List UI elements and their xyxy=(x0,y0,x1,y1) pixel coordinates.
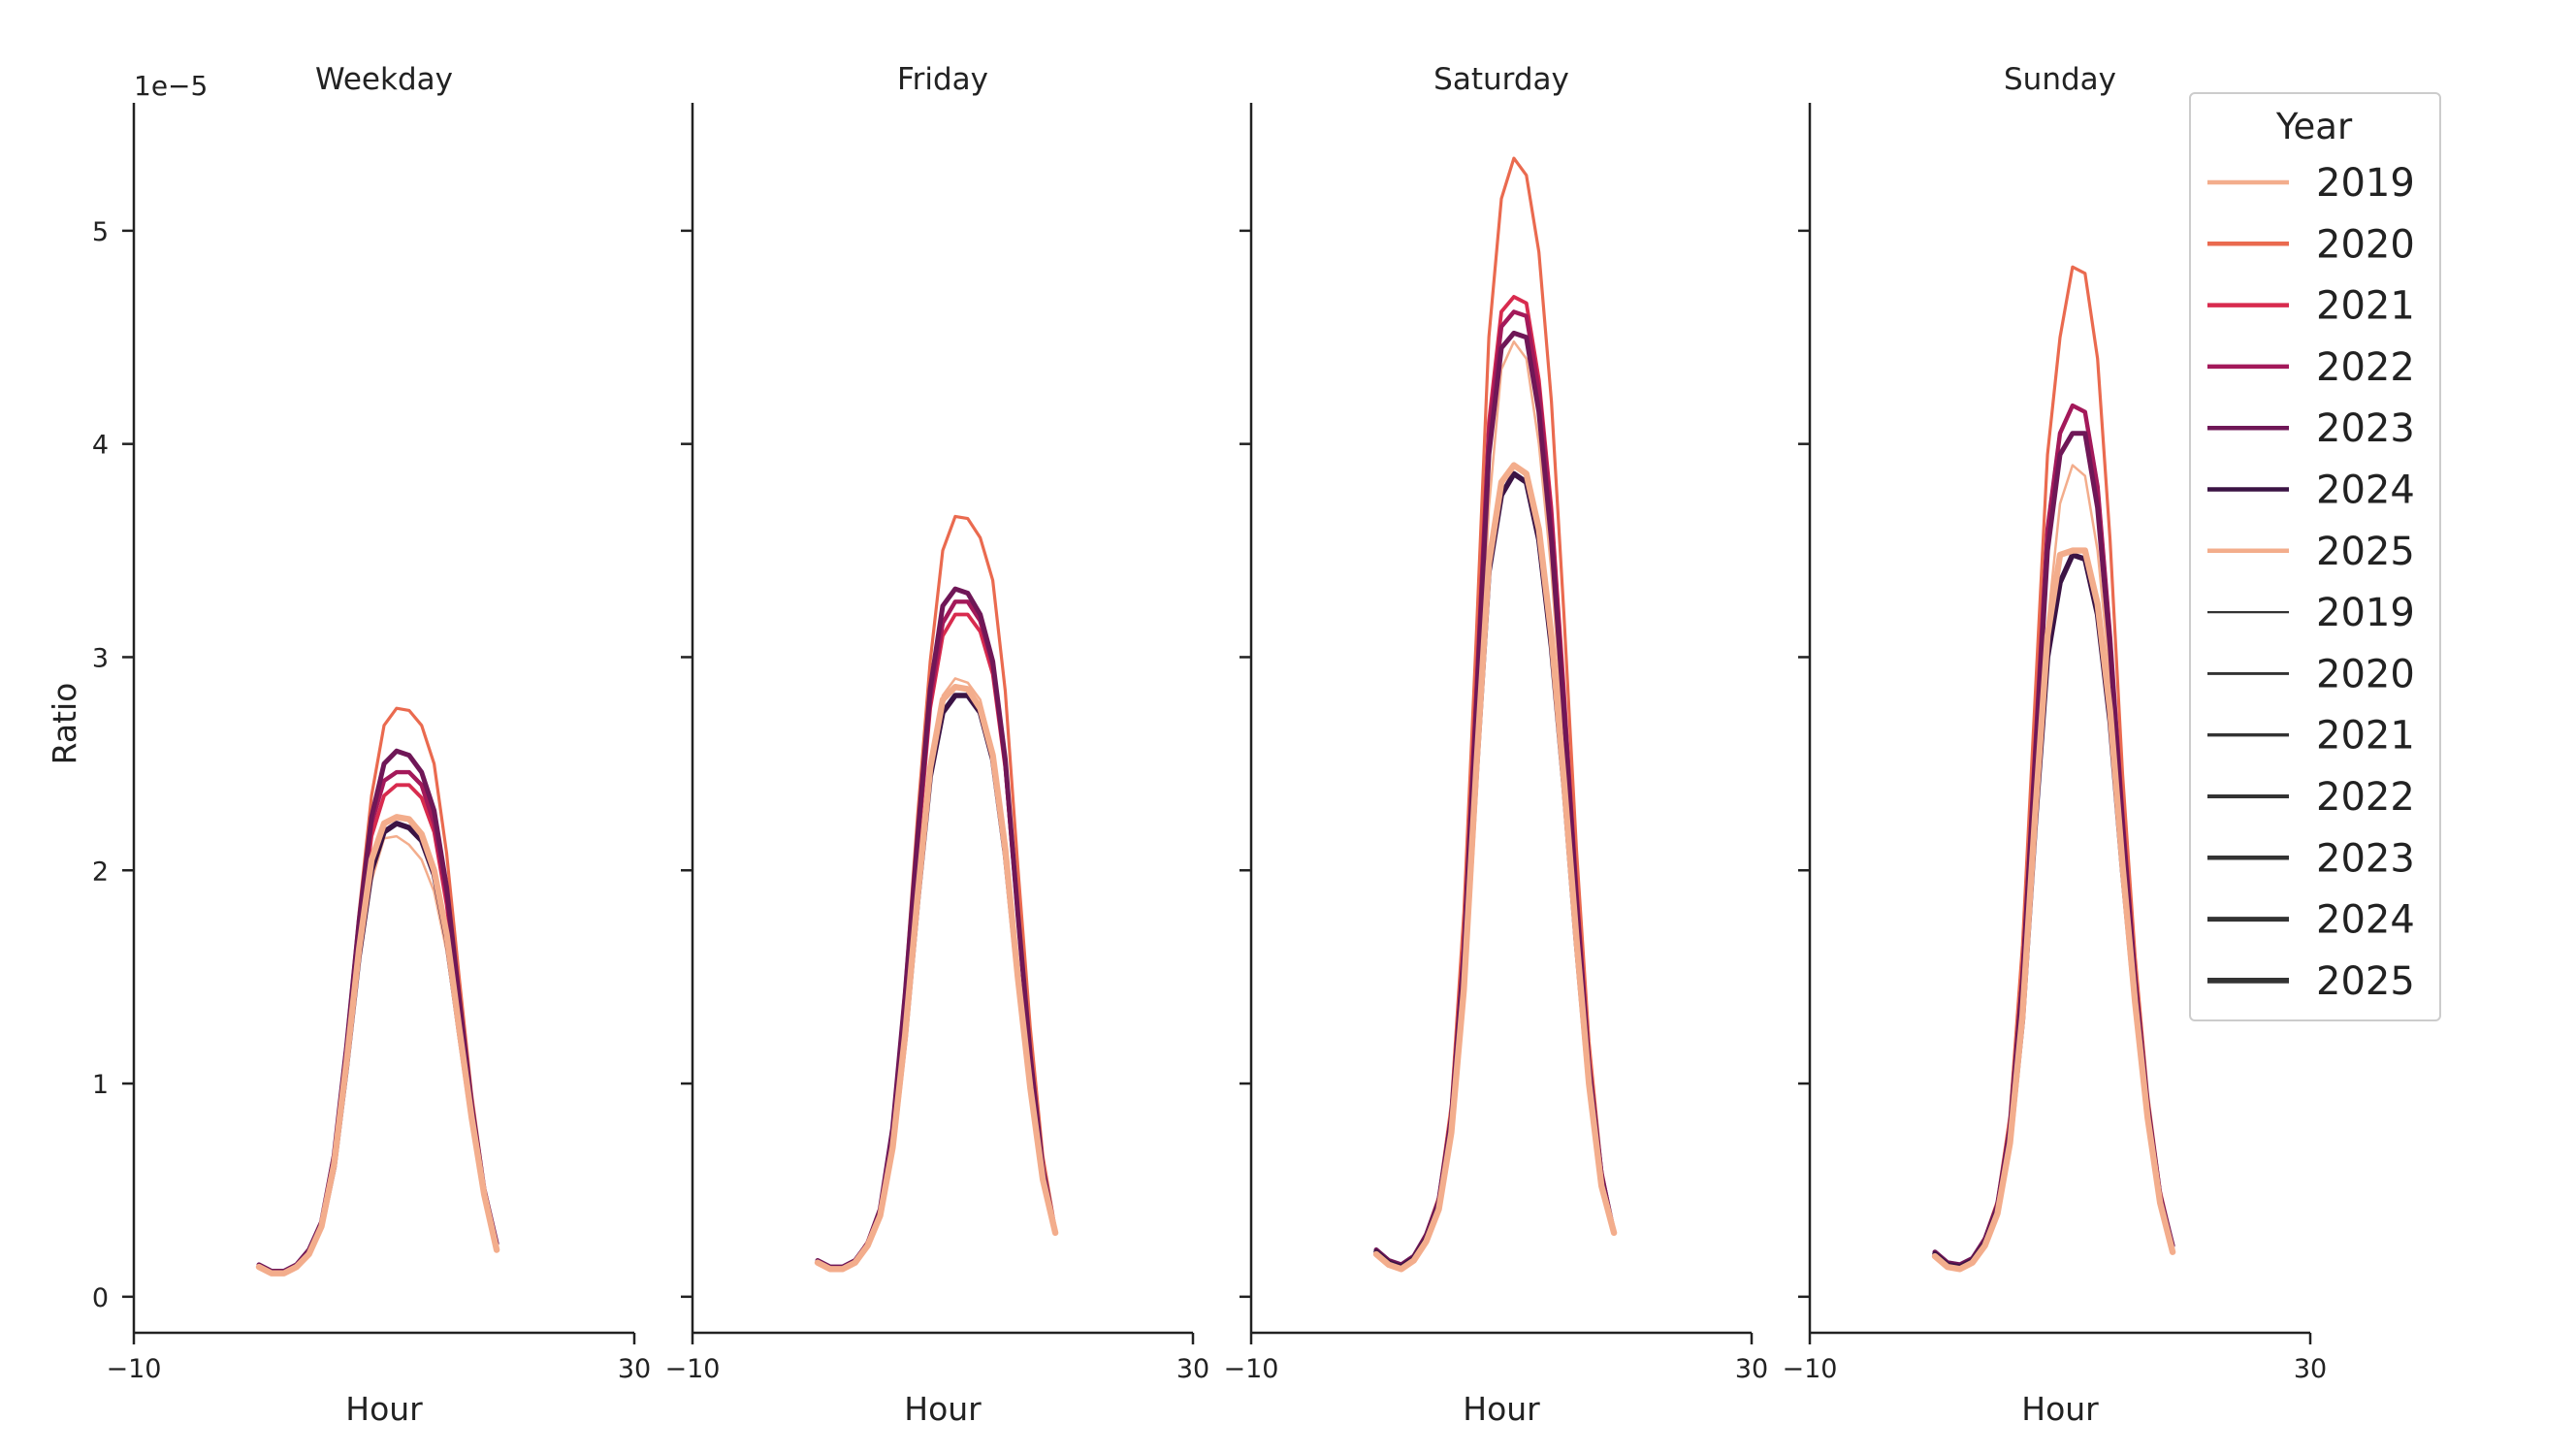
x-tick-label: 30 xyxy=(618,1354,651,1384)
y-tick-label: 2 xyxy=(92,857,109,887)
series-line-2019 xyxy=(1374,340,1616,1269)
x-tick-label: −10 xyxy=(665,1354,721,1384)
x-axis-label: Hour xyxy=(1463,1390,1540,1428)
legend-size-label: 2020 xyxy=(2316,652,2415,696)
legend-hue-label: 2020 xyxy=(2316,222,2415,267)
legend-hue-label: 2019 xyxy=(2316,161,2415,206)
y-tick-label: 4 xyxy=(92,431,109,461)
legend-hue-label: 2021 xyxy=(2316,284,2415,329)
panel-title: Weekday xyxy=(315,62,453,97)
legend-title: Year xyxy=(2275,106,2353,147)
y-scale-offset-label: 1e−5 xyxy=(134,70,208,102)
panel-weekday: Weekday 0 1 2 3 4 5 −10 30 Hour xyxy=(92,62,651,1428)
legend-size-label: 2022 xyxy=(2316,775,2415,820)
y-tick-label: 3 xyxy=(92,643,109,673)
x-axis-label: Hour xyxy=(2021,1390,2099,1428)
series-line-2022 xyxy=(1373,309,1617,1268)
series-line-2020 xyxy=(816,514,1057,1269)
legend-items: 2019 2020 2021 2022 2023 2024 2025 2019 2020 2021… xyxy=(2207,161,2415,1004)
legend-size-label: 2024 xyxy=(2316,898,2415,943)
y-tick-label: 0 xyxy=(92,1283,109,1313)
series-line-2025 xyxy=(814,684,1059,1273)
panel-friday: Friday −10 30 Hour xyxy=(665,62,1210,1428)
series-line-2022 xyxy=(1932,403,2175,1268)
series-line-2023 xyxy=(815,586,1058,1270)
x-tick-label: −10 xyxy=(107,1354,162,1384)
legend-hue-label: 2023 xyxy=(2316,406,2415,451)
y-tick-label: 1 xyxy=(92,1070,109,1100)
series-line-2024 xyxy=(1932,552,2175,1270)
series-line-2020 xyxy=(1933,265,2174,1267)
panel-title: Sunday xyxy=(2004,62,2116,97)
x-tick-label: −10 xyxy=(1783,1354,1838,1384)
y-tick-label: 5 xyxy=(92,217,109,247)
legend-size-label: 2021 xyxy=(2316,714,2415,759)
series-line-2025 xyxy=(1931,547,2176,1273)
series-line-2025 xyxy=(1372,462,1618,1273)
series-line-2025 xyxy=(255,814,500,1277)
panel-title: Saturday xyxy=(1433,62,1569,97)
panel-title: Friday xyxy=(897,62,988,97)
series-line-2023 xyxy=(256,748,499,1274)
legend-size-label: 2025 xyxy=(2316,959,2415,1004)
legend: Year 2019 2020 2021 2022 2023 2024 2025 2019 202… xyxy=(2189,92,2441,1021)
x-axis-label: Hour xyxy=(345,1390,423,1428)
x-tick-label: 30 xyxy=(1735,1354,1768,1384)
legend-size-label: 2019 xyxy=(2316,591,2415,635)
legend-hue-label: 2024 xyxy=(2316,469,2415,513)
series-line-2021 xyxy=(1933,404,2175,1267)
legend-frame xyxy=(2189,92,2441,1021)
legend-size-label: 2023 xyxy=(2316,836,2415,881)
legend-hue-label: 2022 xyxy=(2316,345,2415,390)
panel-saturday: Saturday −10 30 Hour xyxy=(1224,62,1769,1428)
x-tick-label: 30 xyxy=(2294,1354,2327,1384)
series-line-2020 xyxy=(1374,156,1616,1267)
panel-sunday: Sunday −10 30 Hour xyxy=(1783,62,2328,1428)
x-axis-label: Hour xyxy=(904,1390,982,1428)
x-tick-label: 30 xyxy=(1176,1354,1209,1384)
y-axis-label: Ratio xyxy=(46,683,83,765)
x-tick-label: −10 xyxy=(1224,1354,1279,1384)
series-line-2023 xyxy=(1373,330,1617,1268)
legend-hue-label: 2025 xyxy=(2316,530,2415,574)
